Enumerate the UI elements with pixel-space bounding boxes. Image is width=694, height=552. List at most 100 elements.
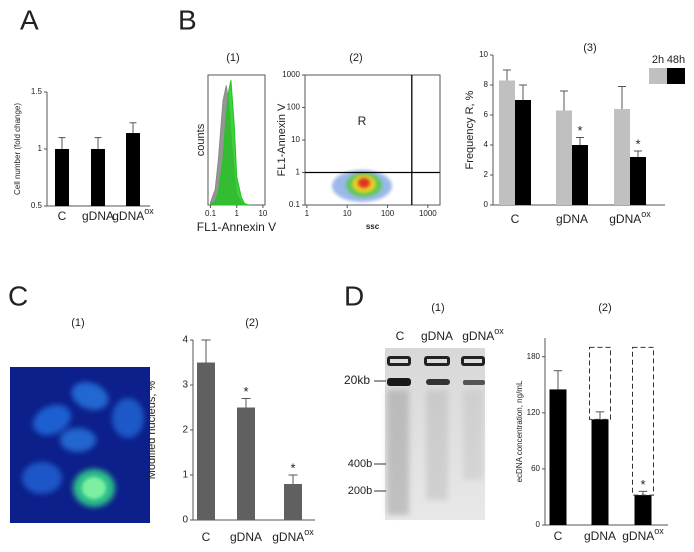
bar bbox=[549, 389, 567, 525]
bar bbox=[630, 157, 646, 205]
significance: * bbox=[577, 123, 582, 138]
error-bar bbox=[129, 122, 137, 134]
lane-label: gDNA bbox=[421, 329, 453, 343]
significance: * bbox=[640, 477, 645, 492]
panel-label: A bbox=[20, 4, 39, 35]
y-tick-label: 6 bbox=[484, 110, 489, 119]
bar bbox=[126, 133, 140, 206]
chart-title: (3) bbox=[583, 42, 596, 54]
significance: * bbox=[635, 136, 640, 151]
y-tick-label: 60 bbox=[531, 464, 540, 473]
category-text: C bbox=[58, 209, 67, 223]
bar bbox=[515, 100, 531, 205]
error-bar bbox=[634, 150, 642, 157]
category-text: gDNA bbox=[609, 212, 641, 226]
error-bar bbox=[58, 137, 66, 149]
chart-title: (2) bbox=[598, 302, 611, 314]
bar bbox=[91, 149, 105, 206]
error-bar bbox=[618, 86, 626, 109]
y-tick-label: 1.5 bbox=[31, 87, 43, 96]
category-text: gDNA bbox=[112, 209, 144, 223]
x-tick-label: gDNA bbox=[230, 530, 262, 544]
y-tick-label: 120 bbox=[527, 408, 541, 417]
category-text: gDNA bbox=[272, 530, 304, 544]
y-tick-label: 0 bbox=[484, 200, 489, 209]
x-tick-label: gDNAox bbox=[112, 206, 154, 223]
category-superscript: ox bbox=[641, 209, 651, 219]
y-axis-label: ecDNA concentration, ng/mL bbox=[515, 380, 524, 482]
plot-frame bbox=[304, 74, 441, 206]
category-text: C bbox=[554, 529, 563, 543]
y-tick-label: 4 bbox=[182, 335, 188, 346]
category-superscript: ox bbox=[654, 526, 664, 536]
bar bbox=[499, 80, 515, 205]
category-superscript: ox bbox=[304, 527, 314, 537]
x-tick-label: C bbox=[202, 530, 211, 544]
error-bar bbox=[638, 490, 648, 496]
legend-swatch bbox=[649, 68, 667, 84]
error-bar bbox=[201, 339, 211, 363]
category-text: gDNA bbox=[622, 529, 654, 543]
dashed-box bbox=[632, 346, 654, 496]
y-tick-label: 2 bbox=[484, 170, 489, 179]
y-tick-label: 1 bbox=[38, 144, 43, 153]
y-tick-label: 1 bbox=[182, 470, 188, 481]
panel-title: (1) bbox=[431, 302, 444, 314]
y-tick-label: 0.5 bbox=[31, 201, 43, 210]
lane-superscript: ox bbox=[494, 326, 504, 336]
category-text: C bbox=[511, 212, 520, 226]
gel-image bbox=[385, 348, 485, 520]
x-tick-label: gDNA bbox=[82, 209, 114, 223]
chart-title: (1) bbox=[226, 52, 239, 64]
region-label: R bbox=[358, 114, 367, 128]
category-text: gDNA bbox=[82, 209, 114, 223]
nuclei-image bbox=[10, 367, 150, 523]
error-bar bbox=[94, 137, 102, 149]
y-axis-label: Modified nucleus, % bbox=[146, 381, 158, 480]
x-tick-label: 1 bbox=[305, 209, 310, 218]
panel-label: C bbox=[8, 280, 28, 311]
x-tick-label: 100 bbox=[381, 209, 395, 218]
bar bbox=[591, 419, 609, 525]
x-tick-label: 10 bbox=[258, 209, 267, 218]
y-tick-label: 10 bbox=[479, 50, 488, 59]
y-axis-label: FL1-Annexin V bbox=[276, 103, 288, 176]
bar bbox=[284, 484, 302, 520]
error-bar bbox=[519, 84, 527, 100]
significance: * bbox=[290, 460, 295, 475]
significance: * bbox=[243, 384, 248, 399]
y-tick-label: 0 bbox=[182, 515, 188, 526]
x-tick-label: gDNAox bbox=[609, 209, 651, 226]
x-tick-label: C bbox=[58, 209, 67, 223]
bar bbox=[614, 109, 630, 205]
category-text: gDNA bbox=[230, 530, 262, 544]
y-tick-label: 2 bbox=[182, 425, 188, 436]
bar bbox=[572, 145, 588, 205]
chart-title: (2) bbox=[245, 317, 258, 329]
x-tick-label: 0.1 bbox=[205, 209, 217, 218]
lane-label: C bbox=[396, 329, 405, 343]
y-tick-label: 1 bbox=[296, 168, 301, 177]
panel-label: D bbox=[344, 280, 364, 311]
x-tick-label: gDNAox bbox=[272, 527, 314, 544]
lane-label: C bbox=[396, 329, 405, 343]
category-superscript: ox bbox=[144, 206, 154, 216]
y-axis-label: Cell number (fold change) bbox=[13, 103, 22, 195]
x-axis-label: ssc bbox=[366, 222, 380, 231]
bar bbox=[197, 362, 215, 520]
y-tick-label: 4 bbox=[484, 140, 489, 149]
panel-title: (1) bbox=[71, 317, 84, 329]
y-tick-label: 8 bbox=[484, 80, 489, 89]
bar bbox=[634, 495, 652, 525]
error-bar bbox=[288, 474, 298, 484]
histogram-area bbox=[209, 80, 250, 206]
error-bar bbox=[595, 411, 605, 420]
y-axis-label: counts bbox=[195, 123, 207, 156]
density-cloud bbox=[332, 170, 392, 202]
error-bar bbox=[553, 370, 563, 390]
y-tick-label: 10 bbox=[291, 135, 300, 144]
x-tick-label: C bbox=[511, 212, 520, 226]
category-text: gDNA bbox=[584, 529, 616, 543]
chart-title: (2) bbox=[349, 52, 362, 64]
